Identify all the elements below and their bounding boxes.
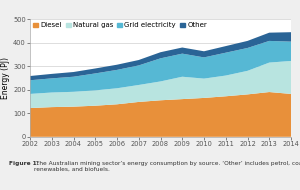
Legend: Diesel, Natural gas, Grid electricity, Other: Diesel, Natural gas, Grid electricity, O… — [34, 22, 207, 28]
Text: The Australian mining sector’s energy consumption by source. ‘Other’ includes pe: The Australian mining sector’s energy co… — [34, 161, 300, 171]
Text: Figure 1:: Figure 1: — [9, 161, 39, 165]
Y-axis label: Energy (PJ): Energy (PJ) — [1, 57, 10, 99]
